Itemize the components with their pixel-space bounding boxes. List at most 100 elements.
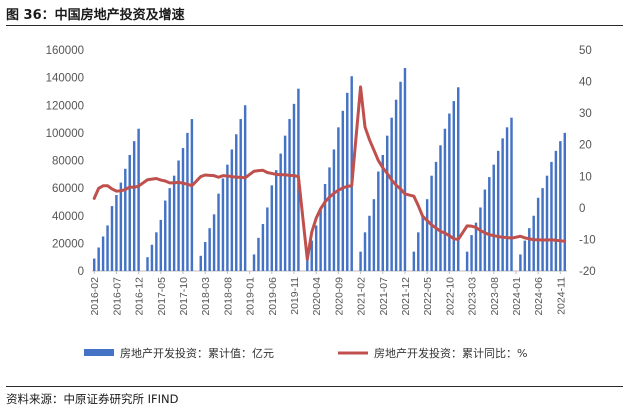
- bar: [363, 232, 367, 271]
- line-point: [519, 235, 522, 238]
- bar: [101, 236, 105, 271]
- line-point: [164, 180, 167, 182]
- bar: [532, 215, 535, 271]
- bar: [332, 149, 336, 271]
- bar: [465, 251, 469, 271]
- bar: [279, 153, 282, 271]
- bar: [208, 228, 211, 271]
- x-tick-label: 2016-02: [89, 277, 101, 316]
- y-right-tick-label: -10: [579, 234, 596, 246]
- line-point: [528, 238, 531, 240]
- x-tick-label: 2020-04: [311, 277, 323, 316]
- bar: [243, 105, 247, 271]
- bar: [97, 247, 100, 271]
- bar: [359, 251, 362, 271]
- line-point: [417, 204, 420, 207]
- bar: [425, 199, 429, 271]
- x-tick-label: 2023-03: [467, 277, 479, 316]
- line-point: [235, 176, 238, 179]
- y-right-tick-label: 20: [579, 140, 592, 152]
- x-axis: 2016-02 2016-07 2016-12 2017-05 2017-10 2018-…: [89, 271, 567, 316]
- line-point: [404, 193, 406, 195]
- bar: [496, 150, 500, 271]
- line-point: [217, 176, 220, 179]
- bar: [385, 135, 389, 271]
- line-point: [439, 230, 442, 233]
- x-tick-label: 2022-10: [444, 277, 456, 316]
- line-point: [328, 196, 331, 198]
- bar: [448, 113, 451, 271]
- line-point: [324, 201, 326, 203]
- bar-series: [93, 67, 566, 272]
- line-point: [435, 227, 437, 229]
- line-point: [501, 236, 504, 239]
- line-point: [137, 185, 140, 187]
- line-point: [275, 173, 278, 176]
- bar: [181, 148, 185, 271]
- bar: [443, 128, 447, 271]
- line-point: [133, 186, 135, 189]
- bar: [390, 117, 393, 272]
- bar: [372, 199, 376, 271]
- line-point: [364, 126, 366, 128]
- bar: [226, 164, 229, 271]
- line-point: [257, 169, 260, 172]
- y-left-tick-label: 140000: [46, 73, 84, 85]
- line-point: [541, 239, 544, 241]
- y-left-tick-label: 0: [78, 266, 84, 278]
- title-rule: [6, 25, 623, 26]
- bar: [421, 215, 424, 271]
- line-point: [191, 184, 193, 187]
- bar: [479, 207, 482, 271]
- bar: [523, 240, 527, 271]
- bar: [217, 193, 220, 271]
- x-tick-label: 2019-11: [289, 277, 301, 315]
- bar: [252, 254, 256, 271]
- legend-line-label: 房地产开发投资：累计同比：%: [374, 346, 527, 360]
- line-point: [559, 239, 562, 242]
- line-point: [373, 149, 375, 151]
- bar: [474, 222, 478, 271]
- bar: [310, 240, 313, 271]
- line-point: [231, 175, 233, 178]
- bar: [159, 219, 163, 271]
- bar: [128, 154, 131, 271]
- bar: [93, 258, 96, 271]
- bar: [563, 132, 566, 272]
- line-point: [524, 237, 526, 239]
- line-point: [279, 173, 282, 176]
- line-point: [466, 225, 468, 227]
- y-right-tick-label: 0: [579, 203, 585, 215]
- line-point: [306, 258, 309, 261]
- bar: [150, 244, 154, 271]
- y-left-tick-label: 160000: [46, 45, 84, 57]
- line-point: [315, 217, 317, 220]
- bar: [541, 188, 544, 272]
- line-point: [475, 226, 477, 229]
- bar: [492, 164, 495, 271]
- line-point: [284, 173, 286, 176]
- y-left-tick-label: 20000: [52, 238, 84, 250]
- bar: [132, 141, 136, 271]
- line-point: [426, 219, 428, 222]
- bar: [501, 138, 504, 271]
- line-point: [226, 175, 229, 177]
- line-point: [448, 234, 451, 237]
- line-point: [337, 189, 340, 191]
- y-right-tick-label: 10: [579, 171, 592, 183]
- line-point: [453, 238, 455, 240]
- x-tick-label: 2024-01: [511, 277, 523, 316]
- bar: [110, 206, 114, 271]
- bar: [434, 161, 438, 271]
- line-point: [381, 166, 384, 169]
- bar: [306, 257, 309, 271]
- line-point: [168, 182, 171, 184]
- y-left-tick-label: 60000: [52, 183, 84, 195]
- bar: [381, 154, 384, 271]
- y-left-tick-label: 100000: [46, 128, 84, 140]
- legend-bar-swatch: [84, 349, 114, 356]
- figure-title: 图 36：中国房地产投资及增速: [6, 8, 185, 23]
- line-point: [319, 208, 322, 210]
- bar: [328, 167, 331, 271]
- x-tick-label: 2021-12: [400, 277, 412, 316]
